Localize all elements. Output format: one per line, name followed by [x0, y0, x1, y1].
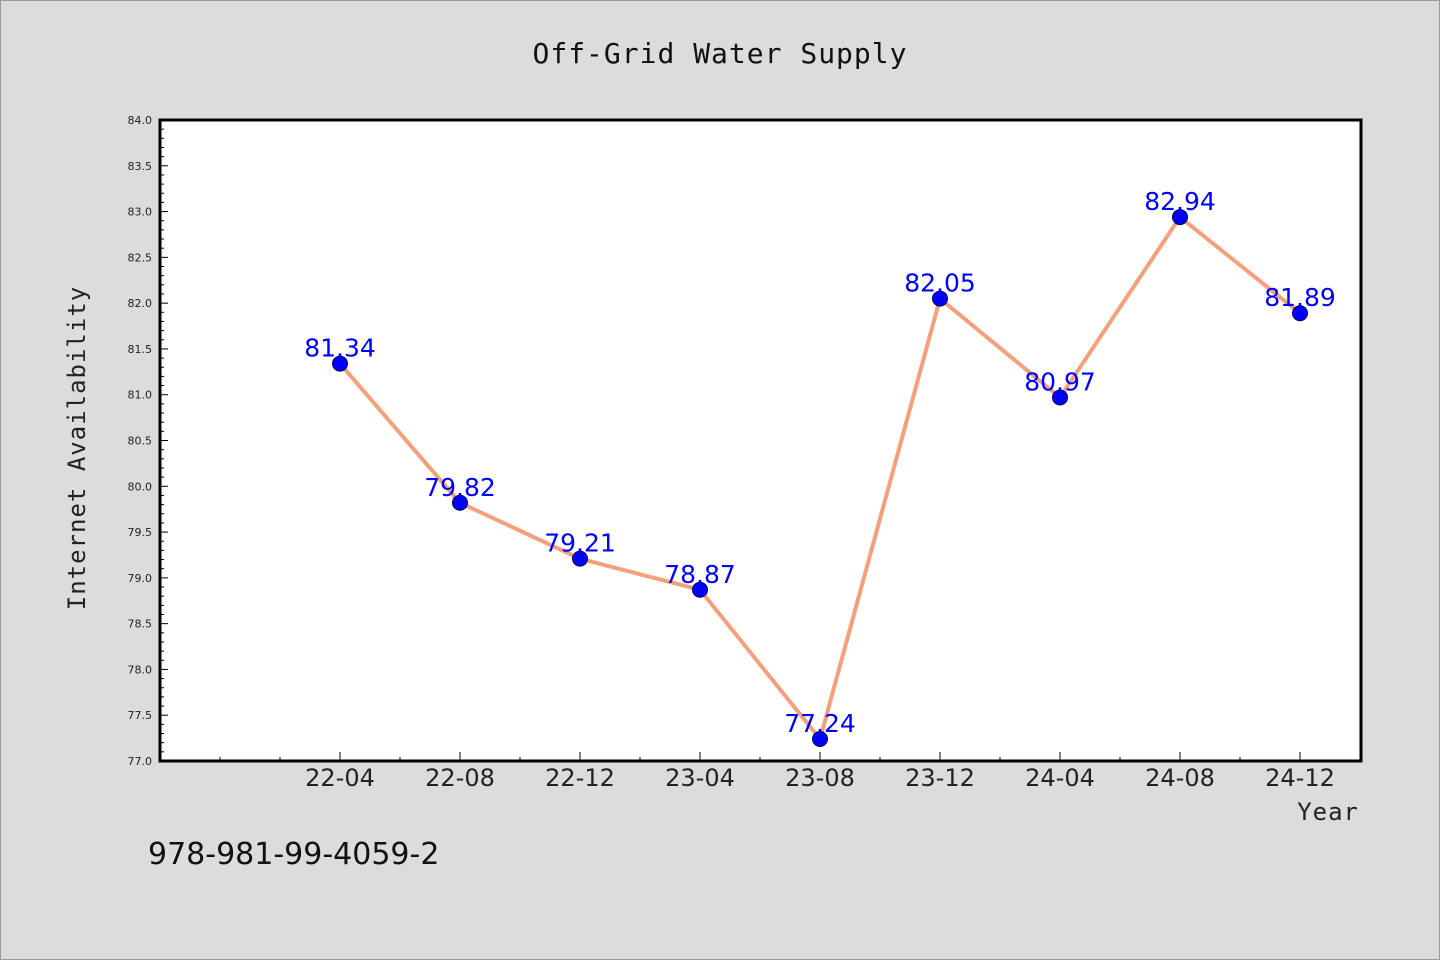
y-tick-label: 79.5 [128, 526, 153, 539]
x-axis-title: Year [1297, 798, 1359, 826]
x-tick-label: 22-12 [545, 764, 615, 792]
x-tick-label: 24-08 [1145, 764, 1215, 792]
y-tick-label: 80.0 [128, 480, 153, 493]
chart-title: Off-Grid Water Supply [532, 37, 907, 70]
y-tick-label: 78.0 [128, 663, 153, 676]
y-tick-label: 77.0 [128, 755, 153, 768]
y-tick-label: 82.0 [128, 297, 153, 310]
data-point [572, 550, 588, 567]
data-label: 80.97 [1024, 367, 1096, 396]
data-labels: 81.34 79.82 79.21 78.87 77.24 82.05 80.97 82.94… [304, 187, 1336, 738]
data-label: 81.34 [304, 334, 376, 363]
y-axis-ticks: 77.0 77.5 78.0 78.5 79.0 79.5 80.0 80.5 81.0 81.5… [128, 114, 168, 768]
isbn-footer: 978-981-99-4059-2 [148, 837, 439, 872]
y-tick-label: 84.0 [128, 114, 153, 127]
x-tick-label: 22-04 [305, 764, 375, 792]
x-tick-label: 22-08 [425, 764, 495, 792]
data-point [1052, 389, 1068, 406]
data-point [1292, 305, 1308, 322]
data-label: 82.94 [1144, 187, 1216, 216]
data-point [1172, 209, 1188, 226]
data-point [692, 581, 708, 598]
x-axis-ticks: 22-04 22-08 22-12 23-04 23-08 23-12 24-04 24-08… [219, 752, 1361, 792]
data-point [452, 494, 468, 511]
y-tick-label: 83.0 [128, 206, 153, 219]
data-point [812, 731, 828, 748]
data-point [332, 355, 348, 372]
x-tick-label: 23-04 [665, 764, 735, 792]
y-tick-label: 82.5 [128, 251, 153, 264]
data-label: 77.24 [784, 709, 856, 738]
y-axis-title: Internet Availability [63, 286, 91, 610]
y-tick-label: 81.0 [128, 389, 153, 402]
data-label: 79.21 [544, 529, 616, 558]
x-tick-label: 24-12 [1265, 764, 1335, 792]
plot-area [158, 118, 1363, 763]
y-tick-label: 81.5 [128, 343, 153, 356]
data-label: 81.89 [1264, 283, 1336, 312]
y-tick-label: 83.5 [128, 160, 153, 173]
x-tick-label: 23-08 [785, 764, 855, 792]
data-label: 82.05 [904, 269, 976, 298]
x-tick-label: 24-04 [1025, 764, 1095, 792]
data-label: 79.82 [424, 473, 496, 502]
y-tick-label: 79.0 [128, 572, 153, 585]
data-markers [332, 209, 1308, 748]
data-point [932, 290, 948, 307]
y-tick-label: 78.5 [128, 618, 153, 631]
y-tick-label: 77.5 [128, 709, 153, 722]
y-tick-label: 80.5 [128, 435, 153, 448]
data-label: 78.87 [664, 560, 736, 589]
x-tick-label: 23-12 [905, 764, 975, 792]
